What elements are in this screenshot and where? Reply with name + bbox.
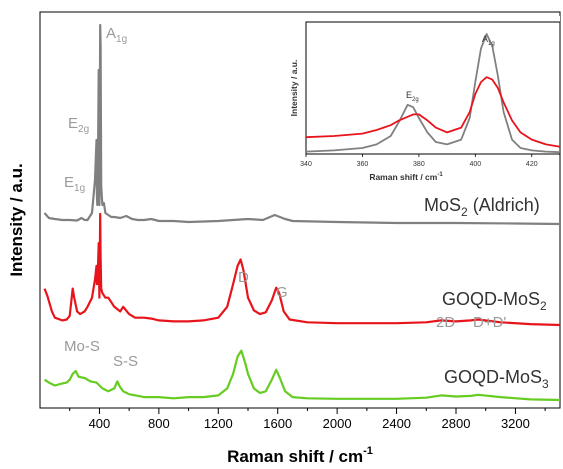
annot-d: D: [238, 269, 249, 286]
inset-x-tick-label: 420: [526, 161, 538, 168]
inset-x-axis-label-sup: -1: [437, 172, 443, 178]
main-x-tick-label: 800: [148, 416, 170, 431]
annot-ss: S-S: [113, 353, 138, 370]
series-label-aldrich-tail: (Aldrich): [468, 195, 540, 215]
main-x-tick-label: 3200: [501, 416, 530, 431]
series-label-goqd3-sub: 3: [542, 377, 549, 391]
annot-e1g: E1g: [64, 174, 85, 194]
series-label-goqd3-main: GOQD-MoS: [444, 367, 542, 387]
annot-e2g-sub: 2g: [78, 124, 89, 135]
main-plot-frame: [39, 11, 561, 409]
inset-x-ticks: 340 360 380 400 420: [300, 154, 538, 168]
series-label-goqd2: GOQD-MoS2: [442, 289, 547, 313]
annot-mos: Mo-S: [64, 338, 100, 355]
main-series-group: [43, 23, 561, 402]
main-x-tick-label: 1600: [263, 416, 292, 431]
annot-ddp: D+D': [473, 314, 506, 331]
main-x-tick-label: 2000: [323, 416, 352, 431]
inset-x-axis-label: Raman shift / cm-1: [369, 172, 443, 182]
main-x-tick-label: 2400: [382, 416, 411, 431]
main-x-ticks: 400 800 1200 1600 2000 2400 2800 3200: [69, 408, 546, 431]
inset-annot-a1g-main: A: [482, 34, 488, 44]
inset-x-tick-label: 340: [300, 161, 312, 168]
series-label-goqd2-main: GOQD-MoS: [442, 289, 540, 309]
inset-x-tick-label: 400: [469, 161, 481, 168]
inset-annot-a1g-sub: 1g: [488, 41, 495, 47]
series-line-goqd3: [43, 349, 561, 402]
main-x-tick-label: 1200: [204, 416, 233, 431]
annot-2d: 2D: [436, 314, 455, 331]
main-y-axis-label: Intensity / a.u.: [7, 163, 26, 276]
series-label-goqd2-sub: 2: [540, 299, 547, 313]
annot-e1g-sub: 1g: [74, 183, 85, 194]
annot-e2g: E2g: [68, 115, 89, 135]
inset-x-tick-label: 360: [357, 161, 369, 168]
inset-background: [296, 16, 560, 154]
annot-a1g-sub: 1g: [116, 34, 127, 45]
inset-series-group: [305, 33, 561, 154]
series-label-goqd3: GOQD-MoS3: [444, 367, 549, 391]
annot-a1g-main: A: [106, 25, 116, 42]
main-x-axis-label: Raman shift / cm-1: [227, 445, 373, 466]
inset-series-line-goqd2: [305, 76, 561, 148]
main-x-axis-label-sup: -1: [363, 445, 373, 457]
inset-annot-a1g: A1g: [482, 34, 495, 47]
annot-e1g-main: E: [64, 174, 74, 191]
series-line-goqd2: [43, 212, 561, 327]
inset-x-tick-label: 380: [413, 161, 425, 168]
inset-series-line-aldrich: [305, 33, 561, 154]
series-label-aldrich-sub: 2: [461, 205, 468, 219]
inset-annot-e2g-sub: 2g: [412, 97, 419, 103]
annot-a1g: A1g: [106, 25, 127, 45]
inset-plot-frame: [305, 21, 561, 155]
series-label-aldrich: MoS2 (Aldrich): [424, 195, 540, 219]
series-line-aldrich: [43, 23, 561, 226]
inset-y-axis-label: Intensity / a.u.: [289, 60, 299, 117]
main-x-tick-label: 400: [89, 416, 111, 431]
series-label-aldrich-main: MoS: [424, 195, 461, 215]
main-x-axis-label-text: Raman shift / cm: [227, 447, 363, 466]
inset-annot-e2g-main: E: [406, 90, 412, 100]
inset-x-axis-label-text: Raman shift / cm: [369, 172, 437, 182]
annot-g: G: [276, 284, 288, 301]
annot-e2g-main: E: [68, 115, 78, 132]
main-x-tick-label: 2800: [442, 416, 471, 431]
inset-annot-e2g: E2g: [406, 90, 419, 103]
